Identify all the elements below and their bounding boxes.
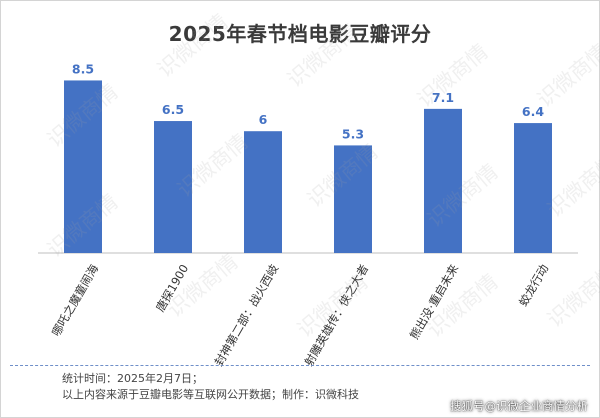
bar-2 (244, 131, 282, 253)
category-label-4: 熊出没·重启未来 (407, 261, 461, 341)
category-label-1: 唐探1900 (153, 262, 191, 314)
value-label-3: 5.3 (342, 126, 364, 141)
category-label-2: 封神第二部：战火西岐 (212, 261, 282, 368)
bar-3 (334, 145, 372, 253)
data-source-note: 以上内容来源于豆瓣电影等互联网公开数据；制作：识微科技 (62, 388, 359, 401)
bar-5 (514, 123, 552, 253)
source-watermark: 搜狐号@识微企业商情分析 (450, 399, 588, 413)
bar-0 (64, 80, 102, 253)
value-label-0: 8.5 (72, 61, 94, 76)
statistics-time-note: 统计时间：2025年2月7日； (62, 372, 203, 385)
category-label-0: 哪吒之魔童闹海 (49, 261, 102, 338)
value-label-5: 6.4 (522, 104, 544, 119)
bar-1 (154, 121, 192, 253)
footer-divider (10, 365, 590, 366)
category-label-3: 射雕英雄传：侠之大者 (302, 262, 372, 369)
bar-4 (424, 108, 462, 254)
value-label-2: 6 (259, 112, 268, 127)
category-label-5: 蛟龙行动 (516, 262, 551, 309)
value-label-1: 6.5 (162, 102, 184, 117)
value-label-4: 7.1 (432, 90, 454, 105)
chart-title: 2025年春节档电影豆瓣评分 (168, 22, 432, 46)
